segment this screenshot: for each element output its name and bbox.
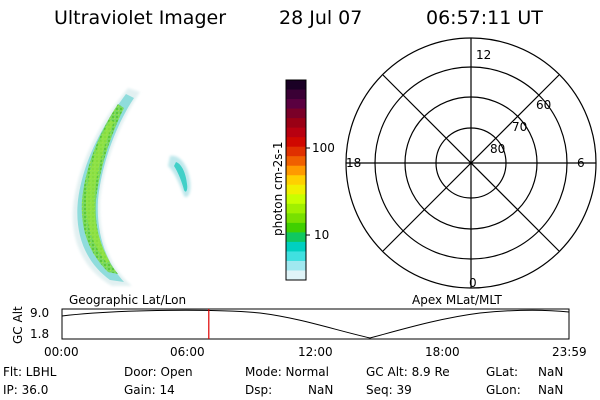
colorbar-block: [286, 241, 306, 252]
colorbar-frame: [285, 79, 307, 281]
colorbar-tick-label-100: 100: [312, 141, 335, 155]
door-status: Door: Open: [124, 365, 193, 379]
colorbar-block: [286, 165, 306, 176]
colorbar-block: [286, 213, 306, 224]
colorbar: [286, 80, 306, 281]
dsp-value: NaN: [308, 383, 334, 397]
colorbar-block: [286, 108, 306, 119]
geographic-label: Geographic Lat/Lon: [69, 293, 187, 307]
timeline-xtick-4: 23:59: [552, 345, 587, 359]
lat-label-80: 80: [490, 142, 506, 156]
timeline-xtick-3: 18:00: [425, 345, 460, 359]
colorbar-block: [286, 251, 306, 262]
seq-status: Seq: 39: [366, 383, 412, 397]
glon-value: NaN: [538, 383, 564, 397]
colorbar-block: [286, 175, 306, 186]
gain-status: Gain: 14: [124, 383, 175, 397]
lat-label-70: 70: [512, 120, 528, 134]
mlt-label-6: 6: [577, 156, 585, 170]
polar-diagonal-2: [382, 74, 560, 252]
colorbar-block: [286, 203, 306, 214]
colorbar-block: [286, 270, 306, 281]
timeline-xtick-0: 00:00: [44, 345, 79, 359]
timeline-xtick-2: 12:00: [298, 345, 333, 359]
ip-status: IP: 36.0: [3, 383, 49, 397]
gc-alt-status: GC Alt: 8.9 Re: [366, 365, 450, 379]
glat-value: NaN: [538, 365, 564, 379]
colorbar-block: [286, 99, 306, 110]
colorbar-block: [286, 89, 306, 100]
timeline-frame: [61, 308, 570, 340]
filter-status: Flt: LBHL: [3, 365, 57, 379]
glat-label: GLat:: [486, 365, 519, 379]
instrument-title: Ultraviolet Imager: [54, 7, 227, 29]
mlt-label-0: 0: [469, 276, 477, 290]
mode-status: Mode: Normal: [245, 365, 329, 379]
timeline-xtick-1: 06:00: [170, 345, 205, 359]
colorbar-block: [286, 146, 306, 157]
colorbar-block: [286, 260, 306, 271]
time-label: 06:57:11 UT: [426, 7, 543, 29]
mlt-label-18: 18: [346, 156, 362, 170]
date-label: 28 Jul 07: [279, 7, 363, 29]
colorbar-block: [286, 118, 306, 129]
lat-label-60: 60: [536, 98, 552, 112]
colorbar-block: [286, 127, 306, 138]
altitude-curve: [61, 309, 570, 339]
glon-label: GLon:: [486, 383, 521, 397]
colorbar-block: [286, 222, 306, 233]
colorbar-block: [286, 184, 306, 195]
timeline-ytick-top: 9.0: [30, 306, 50, 320]
timeline-ytick-bottom: 1.8: [30, 327, 50, 341]
colorbar-tick-label-10: 10: [314, 228, 330, 242]
mlt-label-12: 12: [476, 48, 492, 62]
colorbar-block: [286, 137, 306, 148]
colorbar-block: [286, 194, 306, 205]
colorbar-block: [286, 156, 306, 167]
apex-label: Apex MLat/MLT: [412, 293, 502, 307]
dsp-label: Dsp:: [245, 383, 273, 397]
colorbar-block: [286, 232, 306, 243]
colorbar-block: [286, 80, 306, 91]
